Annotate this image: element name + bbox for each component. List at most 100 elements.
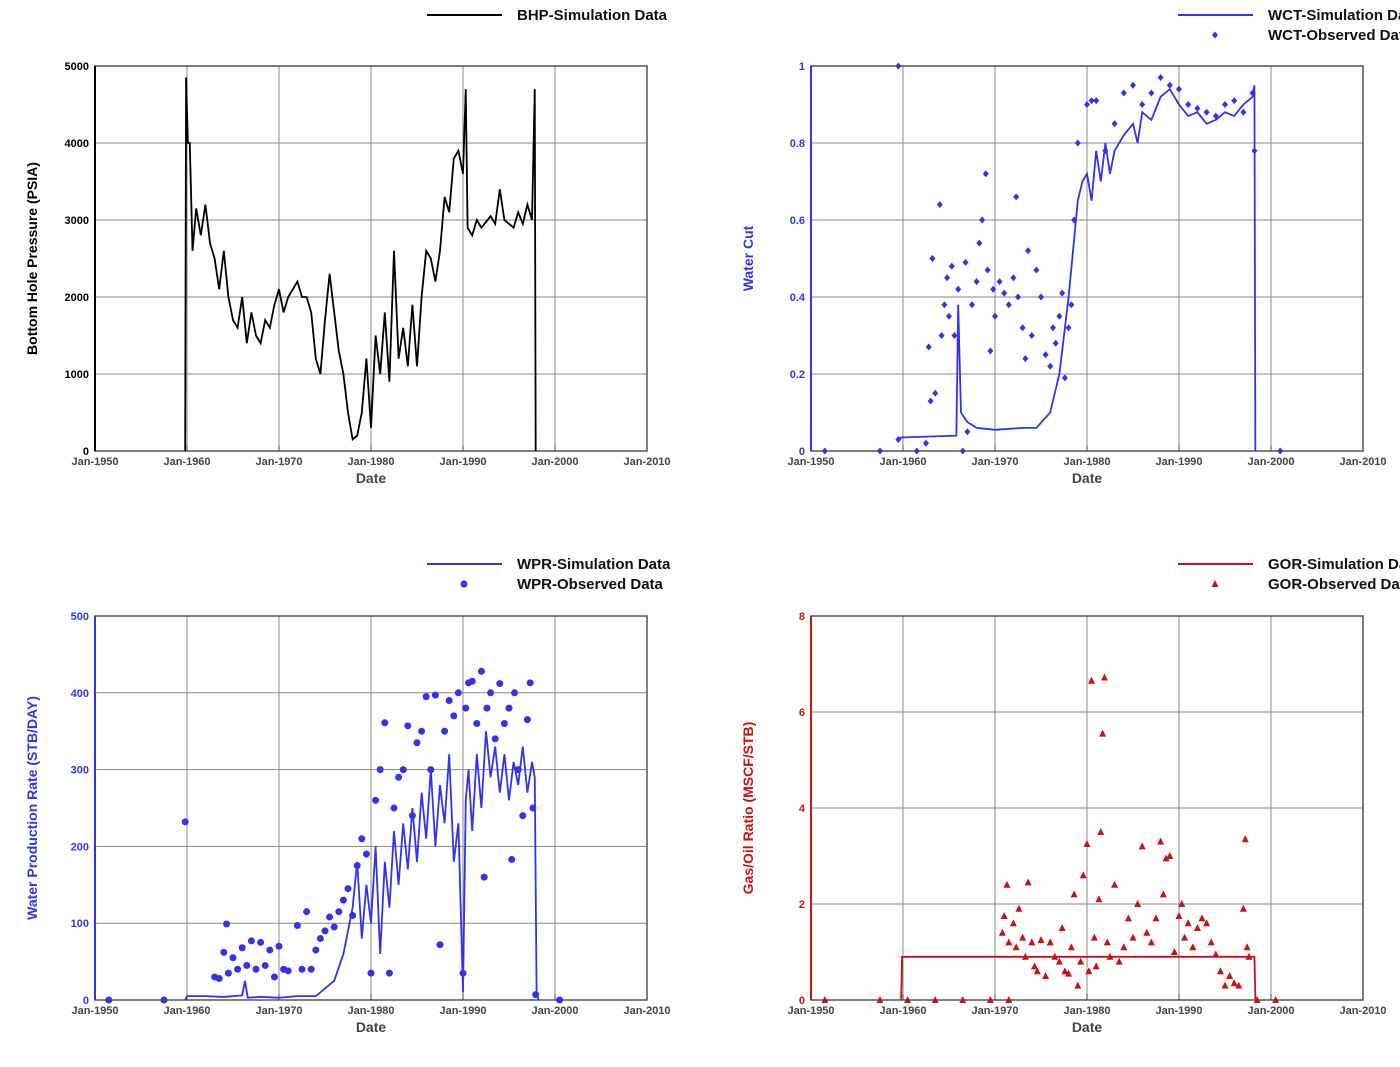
y-tick-label: 400 bbox=[71, 688, 89, 700]
data-point bbox=[962, 258, 969, 266]
data-point bbox=[431, 691, 439, 699]
bhp-chart: Jan-1950 Jan-1960 Jan-1970 Jan-1980 Jan-1990… bbox=[24, 7, 671, 486]
x-tick-label: Jan-2010 bbox=[623, 1005, 670, 1017]
data-point bbox=[385, 969, 393, 977]
x-axis-label: Date bbox=[356, 1019, 387, 1035]
data-point bbox=[1061, 967, 1069, 975]
data-point bbox=[252, 965, 260, 973]
legend-marker-swatch bbox=[460, 580, 468, 588]
data-point bbox=[316, 935, 324, 943]
x-axis-label: Date bbox=[1072, 470, 1103, 486]
data-point bbox=[1009, 919, 1017, 927]
data-point bbox=[1162, 854, 1170, 862]
legend-entry: WPR-Simulation Data bbox=[427, 556, 671, 573]
data-point bbox=[353, 862, 361, 870]
data-point bbox=[436, 941, 444, 949]
data-point bbox=[895, 62, 902, 70]
data-point bbox=[496, 680, 504, 688]
data-point bbox=[505, 704, 513, 712]
data-point bbox=[982, 170, 989, 178]
data-point bbox=[1010, 274, 1017, 282]
data-point bbox=[1019, 933, 1027, 941]
series-line bbox=[184, 731, 540, 1001]
data-point bbox=[487, 689, 495, 697]
data-point bbox=[1193, 924, 1201, 931]
data-point bbox=[1022, 355, 1029, 363]
data-point bbox=[1240, 108, 1247, 116]
data-point bbox=[376, 766, 384, 774]
data-point bbox=[877, 447, 883, 455]
data-point bbox=[1067, 943, 1075, 951]
data-point bbox=[1059, 289, 1066, 297]
x-tick-label: Jan-1960 bbox=[163, 456, 210, 468]
data-point bbox=[261, 961, 269, 969]
y-axis-label: Water Production Rate (STB/DAY) bbox=[24, 696, 40, 920]
y-tick-label: 1000 bbox=[65, 369, 89, 381]
data-point bbox=[986, 996, 994, 1003]
data-point bbox=[404, 722, 412, 730]
data-point bbox=[1065, 324, 1072, 332]
data-point bbox=[1129, 933, 1137, 941]
data-point bbox=[1005, 301, 1012, 309]
data-point bbox=[1052, 339, 1059, 347]
data-point bbox=[984, 266, 991, 274]
data-point bbox=[1088, 97, 1095, 105]
data-point bbox=[526, 679, 534, 687]
data-point bbox=[979, 216, 986, 224]
data-point bbox=[454, 689, 462, 697]
data-point bbox=[1021, 952, 1029, 960]
data-point bbox=[1065, 969, 1073, 977]
legend-entry: BHP-Simulation Data bbox=[427, 7, 668, 24]
data-point bbox=[1212, 950, 1220, 958]
x-tick-label: Jan-1990 bbox=[439, 456, 486, 468]
data-point bbox=[944, 274, 951, 282]
data-point bbox=[234, 965, 242, 973]
data-point bbox=[1249, 89, 1256, 97]
data-point bbox=[1166, 81, 1173, 89]
data-point bbox=[1019, 324, 1026, 332]
data-point bbox=[298, 965, 306, 973]
series-line bbox=[900, 955, 1257, 1001]
data-point bbox=[473, 720, 481, 728]
data-point bbox=[1221, 981, 1229, 989]
data-point bbox=[556, 996, 564, 1004]
data-point bbox=[1152, 914, 1160, 922]
data-point bbox=[1106, 952, 1114, 960]
gor-chart: Jan-1950 Jan-1960 Jan-1970 Jan-1980 Jan-1990… bbox=[740, 556, 1400, 1035]
x-axis-label: Date bbox=[1072, 1019, 1103, 1035]
x-axis-label: Date bbox=[356, 470, 387, 486]
data-point bbox=[1157, 837, 1165, 845]
data-point bbox=[468, 677, 476, 685]
y-axis-label: Water Cut bbox=[740, 225, 756, 291]
data-point bbox=[529, 804, 537, 812]
data-point bbox=[959, 447, 966, 455]
legend-label: BHP-Simulation Data bbox=[517, 7, 668, 24]
data-point bbox=[1085, 967, 1093, 975]
data-point bbox=[1047, 362, 1054, 370]
y-tick-label: 0 bbox=[83, 995, 89, 1007]
data-point bbox=[1033, 967, 1041, 975]
data-point bbox=[1245, 952, 1253, 960]
data-point bbox=[483, 704, 491, 712]
data-point bbox=[312, 946, 320, 954]
x-tick-label: Jan-1990 bbox=[1155, 1005, 1202, 1017]
bhp-series-0 bbox=[184, 77, 537, 452]
data-point bbox=[1226, 972, 1234, 979]
data-point bbox=[1083, 840, 1091, 847]
y-tick-label: 4 bbox=[799, 803, 806, 815]
data-point bbox=[1074, 139, 1081, 147]
data-point bbox=[1230, 979, 1238, 987]
data-point bbox=[427, 766, 435, 774]
data-point bbox=[1159, 890, 1167, 898]
data-point bbox=[307, 965, 315, 973]
data-point bbox=[1042, 351, 1049, 359]
data-point bbox=[160, 996, 168, 1004]
x-tick-label: Jan-1980 bbox=[347, 1005, 394, 1017]
data-point bbox=[1139, 101, 1146, 108]
legend-entry: WPR-Observed Data bbox=[460, 576, 664, 593]
data-point bbox=[1038, 293, 1044, 301]
data-point bbox=[1222, 101, 1228, 108]
x-tick-label: Jan-1960 bbox=[879, 1005, 926, 1017]
y-tick-label: 5000 bbox=[65, 61, 89, 73]
data-point bbox=[1084, 101, 1090, 108]
